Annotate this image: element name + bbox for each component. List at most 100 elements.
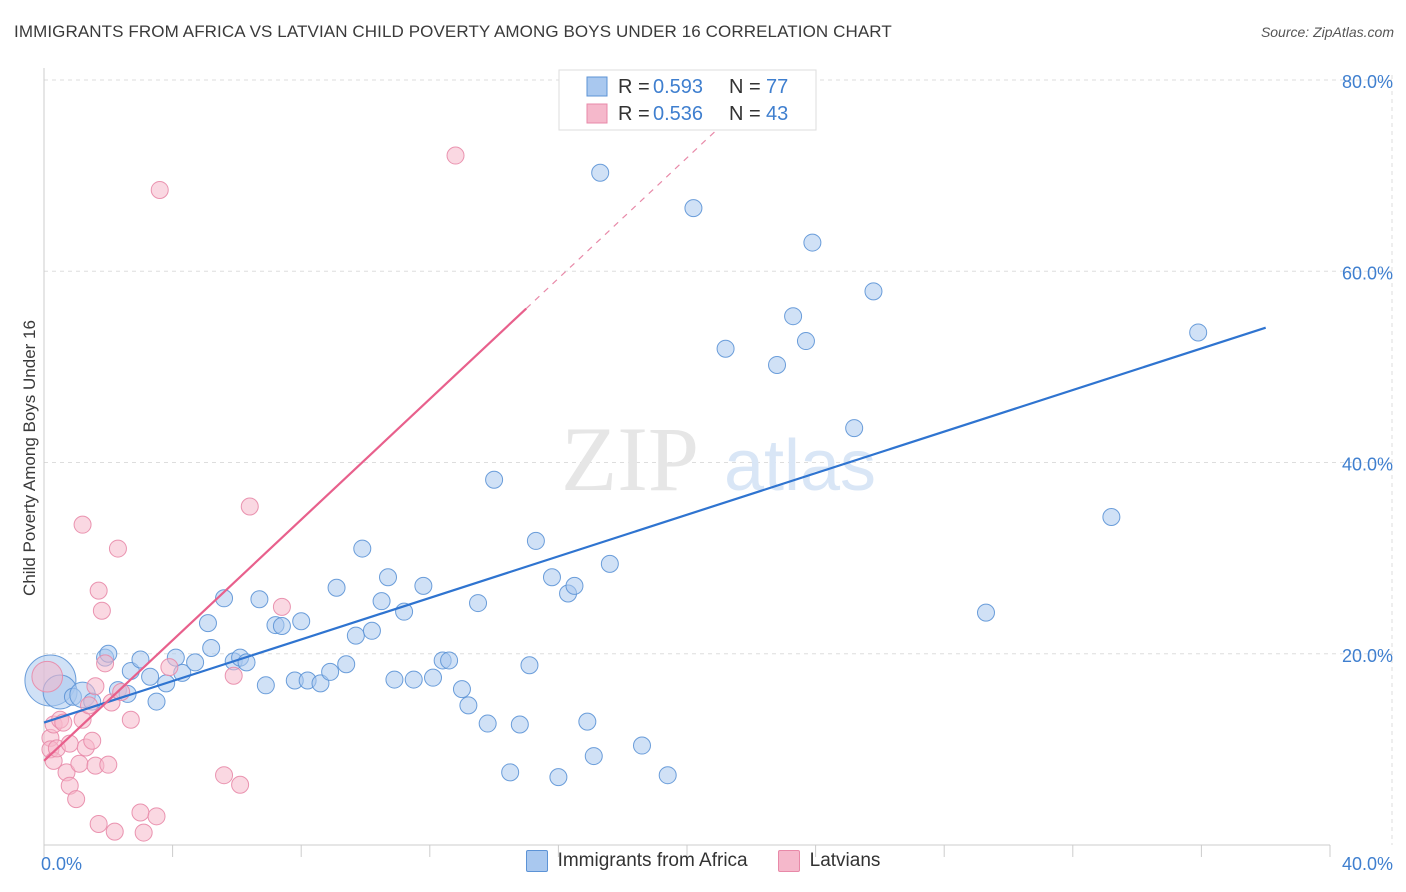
africa-point [684, 199, 703, 218]
latvian-point [147, 807, 166, 826]
africa-point [485, 470, 504, 489]
africa-point [311, 674, 330, 693]
africa-point [198, 614, 217, 633]
africa-point [632, 736, 651, 755]
africa-point [337, 655, 356, 674]
africa-point [404, 670, 423, 689]
legend-n-value-latvians: 43 [766, 103, 788, 125]
bottom-legend-label-africa: Immigrants from Africa [557, 850, 748, 871]
latvian-point [131, 803, 150, 822]
legend-r-label-africa: R = [618, 76, 650, 98]
africa-point [565, 576, 584, 595]
zipatlas-watermark: ZIP atlas [561, 408, 876, 510]
africa-point [845, 419, 864, 438]
x-tick-label: 0.0% [41, 854, 82, 874]
latvian-point [150, 180, 169, 199]
africa-point [452, 680, 471, 699]
legend-r-label-latvians: R = [618, 103, 650, 125]
watermark-atlas: atlas [724, 426, 876, 506]
africa-point [864, 282, 883, 301]
africa-point [292, 612, 311, 631]
africa-point [321, 662, 340, 681]
x-tick-label: 40.0% [1342, 854, 1393, 874]
africa-point [414, 576, 433, 595]
africa-point [600, 554, 619, 573]
latvian-point [92, 601, 111, 620]
latvian-point [215, 766, 234, 785]
latvian-point [67, 790, 86, 809]
bottom-legend-swatch-africa [525, 850, 548, 872]
africa-point [584, 747, 603, 766]
africa-point [796, 332, 815, 351]
latvian-point [224, 666, 243, 685]
bottom-legend-label-latvians: Latvians [809, 850, 881, 871]
latvian-point [96, 654, 115, 673]
africa-point [549, 768, 568, 787]
y-tick-label: 80.0% [1342, 72, 1393, 92]
africa-point [784, 307, 803, 326]
latvian-point [446, 146, 465, 165]
africa-point [141, 667, 160, 686]
bottom-legend-item-latvians: Latvians [777, 850, 881, 872]
legend-r-value-africa: 0.593 [653, 76, 703, 98]
africa-point [716, 339, 735, 358]
grid-lines [44, 75, 1393, 845]
africa-point [1189, 323, 1208, 342]
africa-point [147, 692, 166, 711]
africa-point [424, 668, 443, 687]
y-tick-label: 40.0% [1342, 455, 1393, 475]
africa-point [520, 656, 539, 675]
bottom-legend: Immigrants from Africa Latvians [0, 850, 1406, 872]
africa-point [501, 763, 520, 782]
latvian-point [105, 822, 124, 841]
bottom-legend-swatch-latvians [777, 850, 800, 872]
y-tick-label: 60.0% [1342, 263, 1393, 283]
africa-point [976, 603, 995, 622]
latvian-point [31, 660, 64, 693]
africa-point [272, 617, 291, 636]
africa-point [372, 592, 391, 611]
africa-point [510, 715, 529, 734]
latvian-point [89, 814, 108, 833]
latvian-point [89, 581, 108, 600]
africa-point [459, 696, 478, 715]
trend-lines [43, 112, 1267, 762]
africa-point [658, 766, 677, 785]
y-tick-label: 20.0% [1342, 646, 1393, 666]
africa-point [803, 233, 822, 252]
africa-point [526, 531, 545, 550]
legend-r-value-latvians: 0.536 [653, 103, 703, 125]
watermark-zip: ZIP [561, 408, 699, 510]
africa-point [578, 712, 597, 731]
legend-n-value-africa: 77 [766, 76, 788, 98]
legend-swatch-africa [586, 76, 608, 97]
africa-point [469, 594, 488, 613]
legend-n-label-africa: N = [729, 76, 761, 98]
africa-point [440, 651, 459, 670]
africa-point [1102, 508, 1121, 527]
africa-point [256, 676, 275, 695]
trend-line-latvians [43, 307, 528, 762]
latvian-point [83, 731, 102, 750]
latvian-point [99, 755, 118, 774]
latvian-point [121, 710, 140, 729]
africa-point [202, 639, 221, 658]
trend-line-latvians-extension [525, 112, 736, 309]
latvian-point [240, 497, 259, 516]
legend-swatch-latvians [586, 103, 608, 124]
legend: R = 0.593 N = 77 R = 0.536 N = 43 [558, 69, 817, 131]
africa-point [215, 589, 234, 608]
latvian-point [231, 775, 250, 794]
africa-point [542, 568, 561, 587]
chart-title: IMMIGRANTS FROM AFRICA VS LATVIAN CHILD … [14, 22, 892, 41]
latvian-point [160, 658, 179, 677]
latvian-point [108, 539, 127, 558]
source-attribution: Source: ZipAtlas.com [1260, 24, 1394, 40]
legend-n-label-latvians: N = [729, 103, 761, 125]
bottom-legend-item-africa: Immigrants from Africa [525, 850, 748, 872]
latvian-point [73, 515, 92, 534]
africa-point [478, 714, 497, 733]
africa-point [768, 355, 787, 374]
africa-point [379, 568, 398, 587]
